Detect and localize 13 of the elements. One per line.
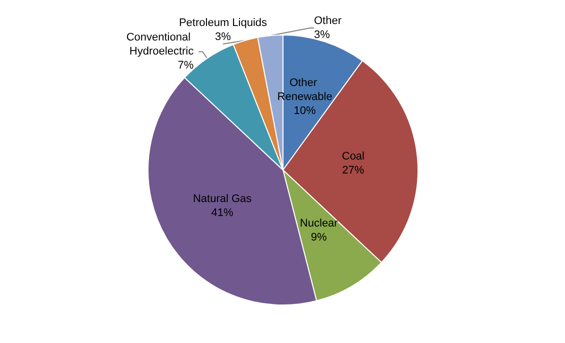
slice-label: Natural Gas — [192, 192, 252, 205]
slice-label: Coal — [342, 150, 364, 162]
slice-label: Nuclear — [300, 218, 338, 230]
data-label: 10% — [294, 104, 316, 117]
data-label: 41% — [211, 206, 234, 219]
data-label: 3% — [314, 29, 330, 41]
slice-label: Other — [314, 15, 342, 27]
data-label: 9% — [310, 232, 328, 244]
data-label: 7% — [178, 60, 194, 72]
data-label: 27% — [342, 164, 364, 176]
slice-label: Conventional Hydroelectric — [126, 32, 194, 58]
data-label: 3% — [215, 31, 232, 43]
slice-label: Petroleum Liquids — [178, 17, 268, 29]
